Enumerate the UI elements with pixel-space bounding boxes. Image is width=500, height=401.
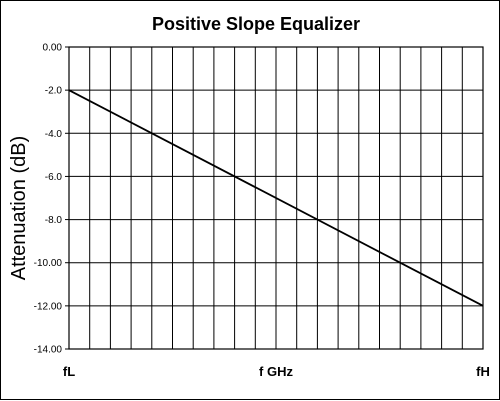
x-axis-tick-labels: fL f GHz fH xyxy=(63,364,490,379)
y-tick-label: -12.00 xyxy=(34,301,63,312)
series-line xyxy=(68,89,484,307)
y-axis-title: Attenuation (dB) xyxy=(8,136,30,281)
y-tick-label: -6.0 xyxy=(45,172,63,183)
chart-title: Positive Slope Equalizer xyxy=(152,14,360,34)
y-tick-label: -10.00 xyxy=(34,258,63,269)
grid-lines xyxy=(69,47,483,349)
y-tick-label: -4.0 xyxy=(45,129,63,140)
x-tick-label: fL xyxy=(63,364,75,379)
y-tick-label: 0.00 xyxy=(43,43,63,54)
y-axis-tick-labels: 0.00 -2.0 -4.0 -6.0 -8.0 -10.00 -12.00 -14.00 xyxy=(34,43,69,356)
x-tick-label: f GHz xyxy=(259,364,293,379)
plot-area-border xyxy=(68,46,484,350)
data-series xyxy=(68,89,484,307)
y-tick-label: -14.00 xyxy=(34,345,63,356)
y-tick-label: -8.0 xyxy=(45,215,63,226)
y-tick-label: -2.0 xyxy=(45,86,63,97)
x-tick-label: fH xyxy=(476,364,490,379)
